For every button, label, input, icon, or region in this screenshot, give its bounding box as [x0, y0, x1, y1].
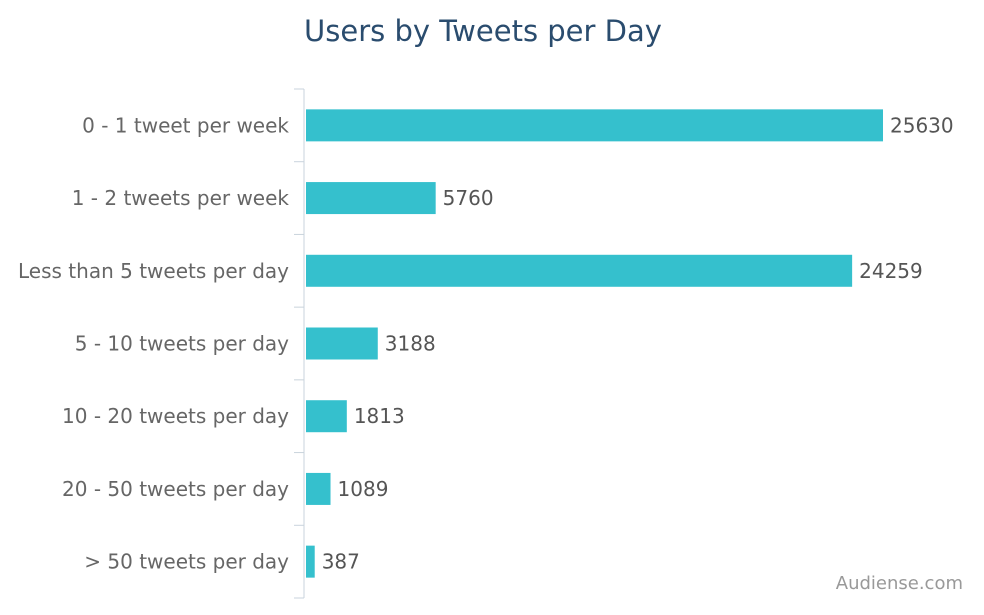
chart-title: Users by Tweets per Day: [304, 14, 662, 48]
bar: [306, 472, 331, 505]
category-label: 0 - 1 tweet per week: [82, 113, 289, 137]
category-label: 20 - 50 tweets per day: [62, 477, 289, 501]
category-label: 1 - 2 tweets per week: [72, 186, 290, 210]
credit-label: Audiense.com: [836, 573, 963, 594]
category-label: 5 - 10 tweets per day: [75, 332, 289, 356]
value-label: 5760: [443, 186, 494, 210]
bar: [306, 327, 378, 360]
category-label: > 50 tweets per day: [84, 550, 289, 574]
category-labels: 0 - 1 tweet per week 1 - 2 tweets per wee…: [18, 113, 289, 573]
y-axis-ticks: [294, 88, 304, 599]
value-label: 1089: [338, 477, 389, 501]
bars-group: [306, 109, 883, 578]
category-label: Less than 5 tweets per day: [18, 259, 289, 283]
bar: [306, 109, 883, 142]
bar: [306, 400, 347, 433]
value-label: 24259: [859, 259, 923, 283]
category-label: 10 - 20 tweets per day: [62, 404, 289, 428]
value-label: 25630: [890, 113, 954, 137]
bar: [306, 182, 436, 215]
value-label: 3188: [385, 332, 436, 356]
bar: [306, 545, 315, 578]
bar: [306, 254, 853, 287]
value-labels: 25630 5760 24259 3188 1813 1089 387: [322, 113, 954, 573]
value-label: 387: [322, 550, 360, 574]
value-label: 1813: [354, 404, 405, 428]
